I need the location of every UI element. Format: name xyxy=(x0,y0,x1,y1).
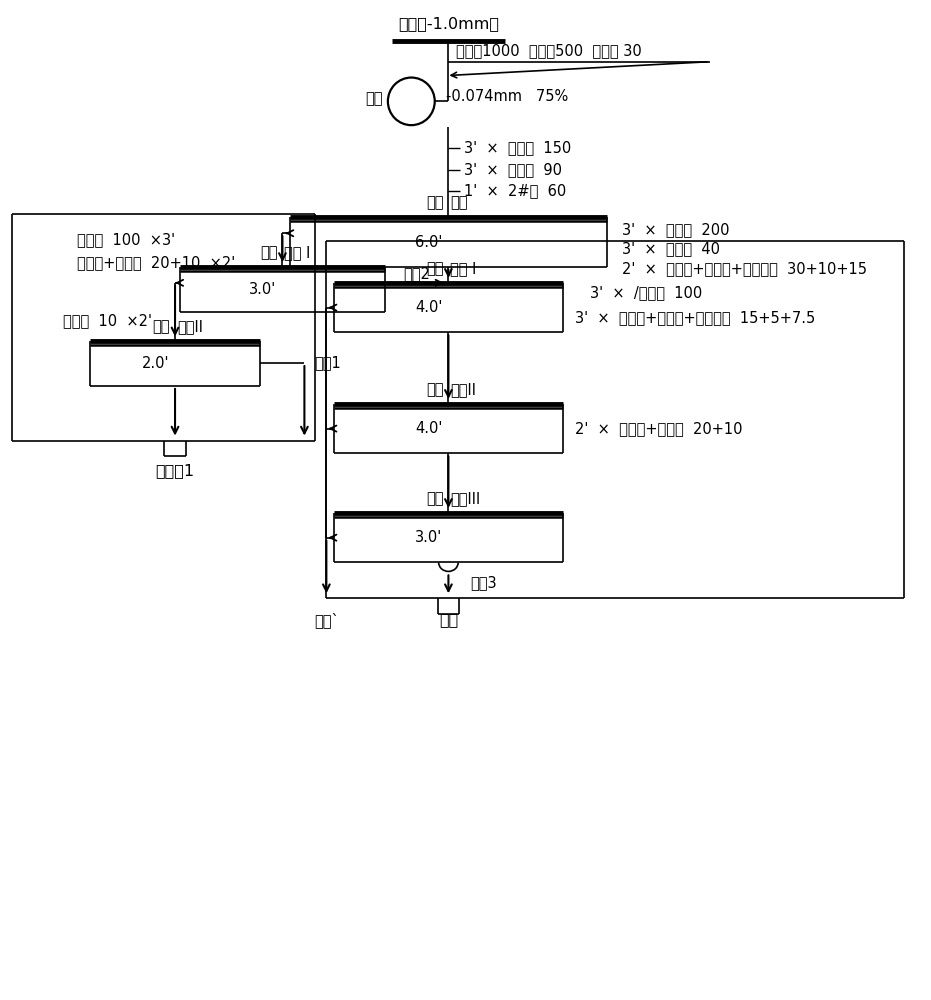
Text: 4.0': 4.0' xyxy=(415,300,442,315)
Text: 扫选 I: 扫选 I xyxy=(451,261,477,276)
Text: 3'  ×  硫酸铜  40: 3' × 硫酸铜 40 xyxy=(622,242,720,257)
Text: 磨矿: 磨矿 xyxy=(366,91,383,106)
Text: 2.0': 2.0' xyxy=(142,356,169,371)
Text: -0.074mm   75%: -0.074mm 75% xyxy=(447,89,569,104)
Text: 原矿（-1.0mm）: 原矿（-1.0mm） xyxy=(398,16,499,31)
Text: 6.0': 6.0' xyxy=(415,235,442,250)
Text: 3'  ×  戊黄药  90: 3' × 戊黄药 90 xyxy=(464,162,562,177)
Text: 2'  ×  戊黄药+丁黑药  20+10: 2' × 戊黄药+丁黑药 20+10 xyxy=(574,421,742,436)
Text: 2'  ×  戊黄药+丁黑药+羟肟酸钠  30+10+15: 2' × 戊黄药+丁黑药+羟肟酸钠 30+10+15 xyxy=(622,261,867,276)
Text: 精选 I: 精选 I xyxy=(284,245,311,260)
Text: 中矿`: 中矿` xyxy=(314,612,339,628)
Text: 碳酸钠1000  水玻璃500  丁黑药 30: 碳酸钠1000 水玻璃500 丁黑药 30 xyxy=(456,43,642,58)
Text: 3'  ×  硫酸铜  150: 3' × 硫酸铜 150 xyxy=(464,140,572,155)
Text: 戊黄药+丁黑药  20+10  ×2': 戊黄药+丁黑药 20+10 ×2' xyxy=(77,255,236,270)
Text: 3'  ×  水玻璃  200: 3' × 水玻璃 200 xyxy=(622,222,729,237)
Text: 3'  ×  戊黄药+丁黑药+羟肟酸钠  15+5+7.5: 3' × 戊黄药+丁黑药+羟肟酸钠 15+5+7.5 xyxy=(574,310,816,325)
Text: 3.0': 3.0' xyxy=(250,282,277,297)
Text: 戊黄药  10  ×2': 戊黄药 10 ×2' xyxy=(62,313,152,328)
Text: 中矿1: 中矿1 xyxy=(314,356,341,371)
Text: 浮选: 浮选 xyxy=(426,382,443,397)
Text: 浮选: 浮选 xyxy=(426,261,443,276)
Text: 粗选: 粗选 xyxy=(451,195,468,210)
Text: 4.0': 4.0' xyxy=(415,421,442,436)
Text: 金精矿1: 金精矿1 xyxy=(155,463,195,478)
Text: 水玻璃  100  ×3': 水玻璃 100 ×3' xyxy=(77,232,176,247)
Text: 精选II: 精选II xyxy=(177,319,203,334)
Text: 1'  ×  2#油  60: 1' × 2#油 60 xyxy=(464,183,566,198)
Text: 3.0': 3.0' xyxy=(415,530,442,545)
Text: 扫选III: 扫选III xyxy=(451,491,480,506)
Text: 中矿2: 中矿2 xyxy=(403,266,430,281)
Text: 3'  ×  /水玻璃  100: 3' × /水玻璃 100 xyxy=(589,285,702,300)
Text: 浮选: 浮选 xyxy=(426,195,443,210)
Text: 扫选II: 扫选II xyxy=(451,382,477,397)
Text: 浮选: 浮选 xyxy=(426,491,443,506)
Text: 尾矿: 尾矿 xyxy=(439,612,458,627)
Text: 浮选: 浮选 xyxy=(153,319,170,334)
Text: 浮选: 浮选 xyxy=(260,245,277,260)
Text: 中矿3: 中矿3 xyxy=(470,575,496,590)
